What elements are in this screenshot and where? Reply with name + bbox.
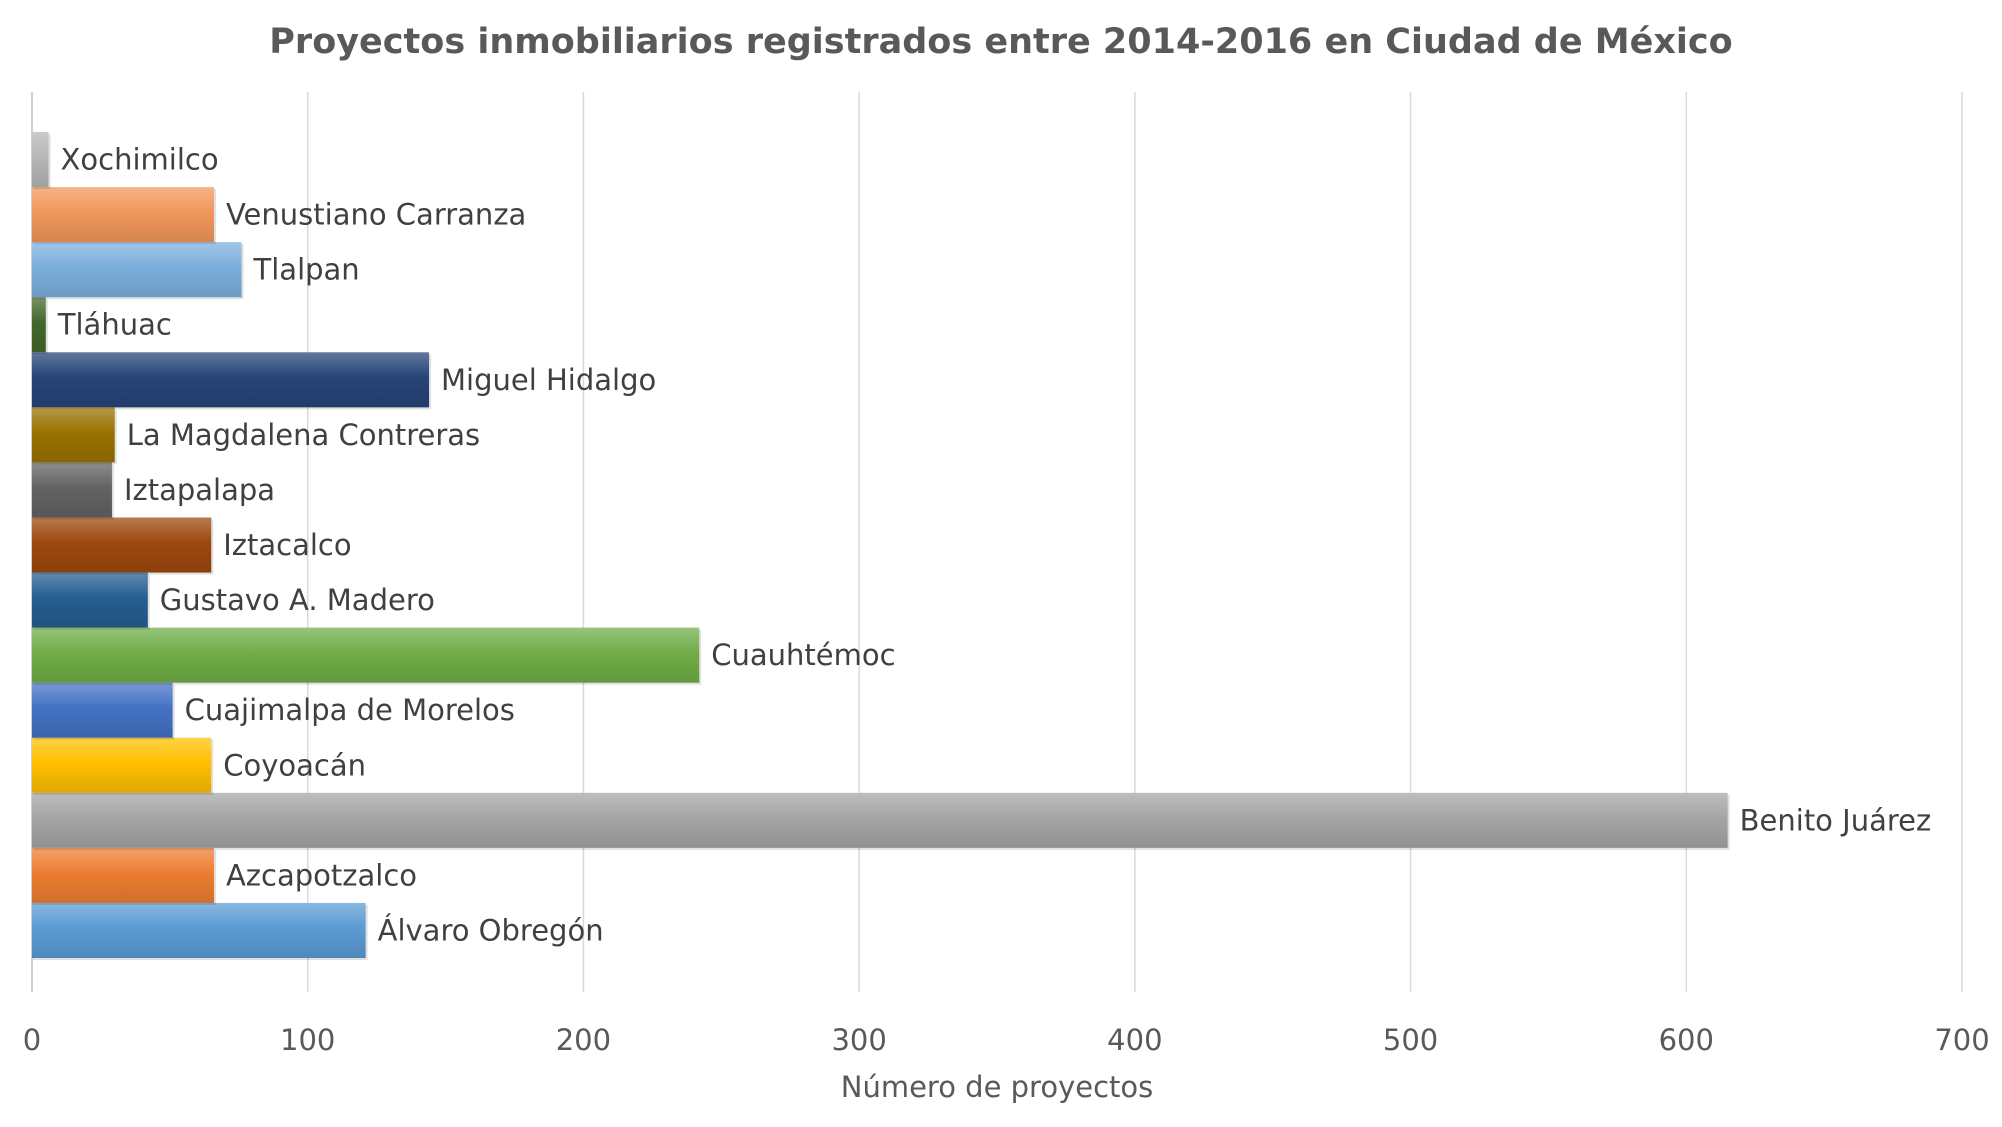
bar-category-label: Cuauhtémoc [711, 638, 895, 672]
bar-labels: Álvaro Obregón Azcapotzalco Benito Juárez C… [57, 143, 1931, 948]
x-tick-label: 700 [1934, 1023, 1989, 1057]
bar-category-label: Azcapotzalco [226, 858, 417, 892]
x-tick-label: 500 [1383, 1023, 1438, 1057]
x-tick-label: 200 [556, 1023, 611, 1057]
bar-tlalpan [32, 242, 242, 298]
bar-category-label: Iztapalapa [124, 473, 275, 507]
gridlines [31, 92, 1963, 992]
x-tick-label: 100 [280, 1023, 335, 1057]
x-tick-label: 300 [831, 1023, 886, 1057]
bar-cuauhtemoc [32, 627, 700, 683]
bar-alvaro-obregon [32, 902, 366, 958]
bar-miguel-hidalgo [32, 352, 430, 408]
bar-gustavo-a-madero [32, 572, 148, 628]
bar-cuajimalpa-de-morelos [32, 682, 173, 738]
bar-category-label: Tláhuac [57, 308, 172, 342]
bar-category-label: Coyoacán [223, 748, 366, 782]
bar-azcapotzalco [32, 847, 214, 903]
bar-category-label: Cuajimalpa de Morelos [185, 693, 515, 727]
bar-category-label: Tlalpan [253, 253, 360, 287]
x-tick-label: 600 [1659, 1023, 1714, 1057]
bar-coyoacan [32, 737, 212, 793]
bar-iztapalapa [32, 462, 112, 518]
bar-category-label: Xochimilco [61, 143, 219, 177]
chart-title: Proyectos inmobiliarios registrados entr… [269, 22, 1732, 62]
bar-category-label: Venustiano Carranza [226, 198, 526, 232]
bar-tlahuac [32, 297, 46, 353]
bar-venustiano-carranza [32, 187, 214, 243]
x-axis-title: Número de proyectos [841, 1070, 1154, 1104]
bar-category-label: La Magdalena Contreras [127, 418, 480, 452]
bar-la-magdalena-contreras [32, 407, 115, 463]
bar-category-label: Miguel Hidalgo [441, 363, 656, 397]
bar-category-label: Iztacalco [223, 528, 351, 562]
bar-benito-juarez [32, 792, 1728, 848]
x-axis-ticks: 0 100 200 300 400 500 600 700 [23, 1023, 1990, 1057]
bar-category-label: Benito Juárez [1740, 803, 1932, 837]
bar-category-label: Gustavo A. Madero [160, 583, 435, 617]
bar-category-label: Álvaro Obregón [378, 913, 604, 947]
bar-xochimilco [32, 132, 49, 188]
x-tick-label: 400 [1107, 1023, 1162, 1057]
x-tick-label: 0 [23, 1023, 41, 1057]
bars [32, 132, 1730, 960]
bar-iztacalco [32, 517, 212, 573]
